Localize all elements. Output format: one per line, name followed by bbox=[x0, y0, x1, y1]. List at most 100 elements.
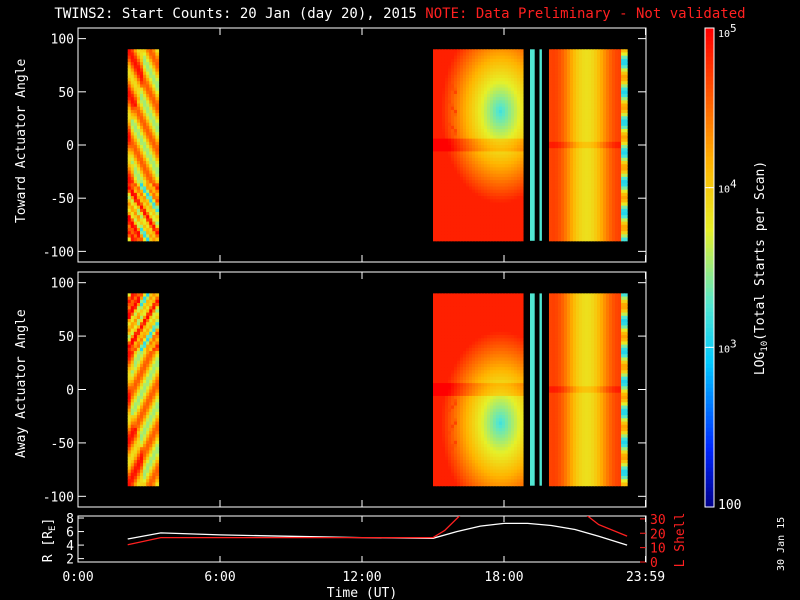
heatmap-cell bbox=[447, 344, 452, 349]
heatmap-cell bbox=[130, 135, 135, 140]
heatmap-cell bbox=[615, 84, 619, 89]
heatmap-cell bbox=[146, 87, 150, 92]
heatmap-cell bbox=[597, 234, 601, 239]
heatmap-cell bbox=[441, 234, 446, 239]
heatmap-cell bbox=[495, 138, 500, 143]
heatmap-cell bbox=[444, 192, 449, 197]
heatmap-cell bbox=[149, 319, 153, 323]
heatmap-cell bbox=[143, 84, 147, 89]
heatmap-cell bbox=[588, 100, 592, 105]
heatmap-cell bbox=[127, 440, 132, 445]
heatmap-cell bbox=[600, 173, 604, 178]
heatmap-cell bbox=[436, 328, 440, 333]
heatmap-cell bbox=[582, 192, 586, 197]
heatmap-cell bbox=[600, 109, 604, 114]
heatmap-cell bbox=[498, 138, 503, 143]
heatmap-cell bbox=[588, 192, 592, 197]
heatmap-cell bbox=[615, 234, 619, 239]
heatmap-cell bbox=[149, 476, 153, 480]
heatmap-cell bbox=[136, 138, 141, 143]
heatmap-cell bbox=[136, 469, 141, 474]
heatmap-cell bbox=[519, 227, 524, 232]
heatmap-cell bbox=[516, 218, 521, 223]
heatmap-cell bbox=[127, 408, 132, 413]
heatmap-cell bbox=[471, 138, 476, 143]
heatmap-cell bbox=[510, 234, 515, 239]
heatmap-cell bbox=[441, 325, 446, 330]
heatmap-cell bbox=[130, 103, 135, 108]
heatmap-cell bbox=[136, 335, 141, 339]
heatmap-cell bbox=[573, 97, 577, 101]
heatmap-cell bbox=[444, 186, 449, 191]
heatmap-cell bbox=[468, 138, 473, 143]
heatmap-cell bbox=[462, 93, 467, 98]
heatmap-cell bbox=[612, 116, 616, 121]
heatmap-cell bbox=[433, 231, 437, 235]
heatmap-cell bbox=[450, 77, 455, 82]
heatmap-cell bbox=[450, 322, 455, 326]
heatmap-cell bbox=[456, 129, 461, 133]
heatmap-cell bbox=[498, 87, 503, 92]
heatmap-cell bbox=[495, 170, 500, 175]
heatmap-cell bbox=[146, 296, 150, 301]
heatmap-cell bbox=[439, 463, 443, 467]
heatmap-cell bbox=[127, 65, 132, 70]
heatmap-cell bbox=[155, 402, 160, 407]
heatmap-cell bbox=[140, 55, 144, 60]
heatmap-cell bbox=[133, 234, 138, 239]
heatmap-cell bbox=[143, 328, 147, 333]
heatmap-cell bbox=[143, 192, 147, 197]
heatmap-cell bbox=[551, 132, 556, 137]
heatmap-cell bbox=[480, 148, 485, 152]
heatmap-cell bbox=[560, 100, 565, 105]
heatmap-cell bbox=[436, 145, 440, 149]
heatmap-cell bbox=[510, 192, 515, 197]
heatmap-cell bbox=[569, 141, 574, 146]
heatmap-cell bbox=[519, 202, 524, 207]
heatmap-cell bbox=[155, 370, 160, 375]
heatmap-cell bbox=[441, 106, 446, 111]
heatmap-cell bbox=[130, 408, 135, 413]
heatmap-cell bbox=[498, 68, 503, 73]
heatmap-cell bbox=[441, 65, 446, 70]
heatmap-cell bbox=[573, 151, 577, 156]
heatmap-cell bbox=[450, 331, 455, 336]
heatmap-cell bbox=[495, 199, 500, 204]
heatmap-cell bbox=[486, 173, 491, 178]
heatmap-cell bbox=[548, 199, 553, 204]
heatmap-cell bbox=[133, 148, 138, 152]
heatmap-cell bbox=[444, 113, 449, 117]
heatmap-cell bbox=[474, 160, 479, 165]
heatmap-cell bbox=[560, 218, 565, 223]
heatmap-cell bbox=[444, 62, 449, 66]
heatmap-cell bbox=[444, 440, 449, 445]
heatmap-cell bbox=[486, 196, 491, 200]
heatmap-cell bbox=[560, 227, 565, 232]
heatmap-cell bbox=[127, 376, 132, 381]
heatmap-cell bbox=[489, 71, 494, 76]
heatmap-cell bbox=[551, 173, 556, 178]
heatmap-cell bbox=[600, 55, 604, 60]
heatmap-cell bbox=[548, 138, 553, 143]
heatmap-cell bbox=[603, 109, 607, 114]
heatmap-cell bbox=[133, 424, 138, 429]
heatmap-cell bbox=[140, 227, 144, 232]
heatmap-cell bbox=[146, 100, 150, 105]
heatmap-cell bbox=[483, 49, 488, 54]
heatmap-cell bbox=[507, 164, 512, 168]
heatmap-cell bbox=[606, 189, 610, 194]
heatmap-cell bbox=[501, 84, 506, 89]
heatmap-cell bbox=[585, 90, 589, 95]
heatmap-cell bbox=[140, 469, 144, 474]
heatmap-cell bbox=[471, 180, 476, 184]
heatmap-cell bbox=[439, 431, 443, 435]
heatmap-cell bbox=[621, 113, 625, 117]
heatmap-cell bbox=[149, 434, 153, 439]
heatmap-cell bbox=[136, 389, 141, 394]
heatmap-cell bbox=[585, 71, 589, 76]
heatmap-cell bbox=[140, 347, 144, 352]
heatmap-cell bbox=[152, 344, 156, 349]
heatmap-cell bbox=[563, 62, 568, 66]
heatmap-cell bbox=[133, 357, 138, 362]
heatmap-cell bbox=[130, 357, 135, 362]
